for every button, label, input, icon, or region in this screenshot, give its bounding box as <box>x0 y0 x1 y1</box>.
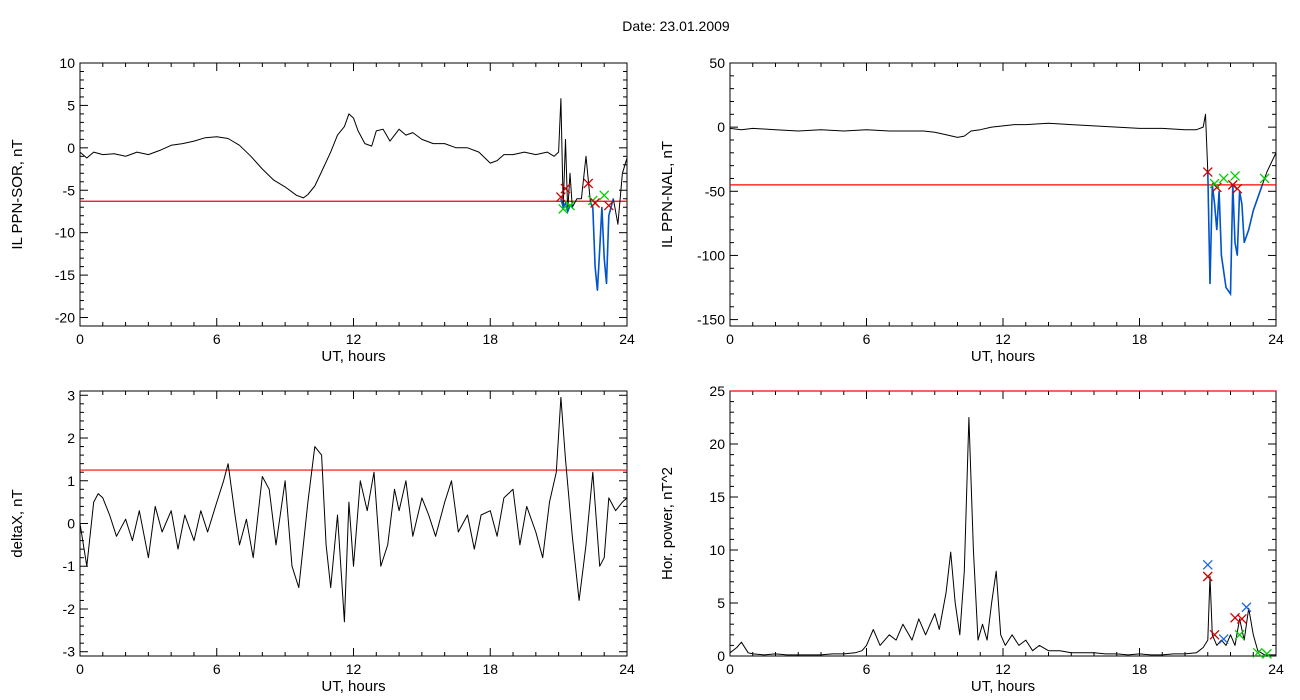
x-tick-label: 24 <box>619 331 635 347</box>
x-tick-label: 0 <box>76 661 84 677</box>
x-tick-label: 12 <box>346 661 362 677</box>
event-marker <box>1202 167 1213 178</box>
y-tick-label: -3 <box>63 644 76 660</box>
y-tick-label: 0 <box>717 119 725 135</box>
y-tick-label: 10 <box>709 542 725 558</box>
y-tick-label: -10 <box>55 225 75 241</box>
event-marker <box>1261 648 1272 659</box>
event-marker <box>590 198 601 208</box>
event-marker <box>1252 647 1263 658</box>
series-line <box>730 113 1276 295</box>
plot-frame <box>729 62 1277 327</box>
event-marker <box>583 178 594 189</box>
y-tick-label: 15 <box>709 489 725 505</box>
y-tick-label: -100 <box>697 247 725 263</box>
y-tick-label: -150 <box>697 312 725 328</box>
x-axis-label: UT, hours <box>971 678 1035 695</box>
y-tick-label: 2 <box>67 430 75 446</box>
x-tick-label: 18 <box>482 331 498 347</box>
event-marker <box>1209 178 1220 189</box>
x-tick-label: 0 <box>726 661 734 677</box>
y-tick-label: 1 <box>67 473 75 489</box>
x-tick-label: 12 <box>346 331 362 347</box>
y-axis-label: deltaX, nT <box>9 489 26 557</box>
x-tick-label: 18 <box>482 661 498 677</box>
x-axis-label: UT, hours <box>971 348 1035 365</box>
y-tick-label: 0 <box>717 648 725 664</box>
event-marker <box>1259 173 1270 184</box>
event-marker <box>565 200 575 211</box>
y-tick-label: 25 <box>709 383 725 399</box>
y-tick-label: -50 <box>705 183 725 199</box>
y-tick-label: 5 <box>717 595 725 611</box>
x-tick-label: 12 <box>995 661 1011 677</box>
y-tick-label: -1 <box>63 558 76 574</box>
x-axis-label: UT, hours <box>321 348 385 365</box>
event-marker <box>603 200 614 211</box>
x-tick-label: 18 <box>1132 331 1148 347</box>
y-tick-label: 0 <box>67 140 75 156</box>
chart-panel-nal: 0 6 12 18 24 -150 -100 -50 0 50 UT, hours IL PPN-NA… <box>659 55 1284 365</box>
y-tick-label: 0 <box>67 516 75 532</box>
x-tick-label: 24 <box>1268 661 1284 677</box>
plot-frame <box>79 390 628 657</box>
event-marker <box>1230 170 1241 181</box>
event-marker <box>1218 634 1229 644</box>
y-tick-label: 3 <box>67 387 75 403</box>
y-tick-label: -5 <box>63 182 76 198</box>
chart-panel-hpower: 0 6 12 18 24 0 5 10 15 20 25 UT, hours Hor. power, n… <box>659 383 1284 695</box>
event-marker <box>1202 559 1213 570</box>
y-tick-label: 5 <box>67 97 75 113</box>
y-axis-label: IL PPN-NAL, nT <box>659 141 676 248</box>
series-line <box>80 98 627 291</box>
event-marker <box>1241 602 1252 613</box>
x-tick-label: 0 <box>726 331 734 347</box>
x-tick-label: 24 <box>619 661 635 677</box>
x-axis-label: UT, hours <box>321 678 385 695</box>
plot-frame <box>79 62 628 327</box>
event-marker <box>1236 613 1247 624</box>
y-tick-label: 50 <box>709 55 725 71</box>
x-tick-label: 24 <box>1268 331 1284 347</box>
event-marker <box>560 183 571 194</box>
event-marker <box>1209 629 1220 640</box>
x-tick-label: 18 <box>1132 661 1148 677</box>
y-tick-label: -15 <box>55 267 75 283</box>
event-marker <box>599 190 610 201</box>
chart-panel-sor: 0 6 12 18 24 -20 -15 -10 -5 0 5 10 UT, hours IL PPN-S… <box>9 55 635 365</box>
event-marker <box>1234 629 1245 640</box>
x-tick-label: 6 <box>213 661 221 677</box>
event-marker <box>1232 183 1243 194</box>
y-axis-label: IL PPN-SOR, nT <box>9 139 26 249</box>
y-tick-label: -2 <box>63 601 76 617</box>
y-tick-label: 20 <box>709 436 725 452</box>
event-marker <box>1218 173 1229 184</box>
event-marker <box>558 203 569 214</box>
x-tick-label: 6 <box>863 331 871 347</box>
page-title: Date: 23.01.2009 <box>622 18 730 34</box>
event-marker <box>1202 571 1213 582</box>
event-segment <box>589 198 615 291</box>
x-tick-label: 6 <box>213 331 221 347</box>
plot-frame <box>729 390 1277 657</box>
x-tick-label: 0 <box>76 331 84 347</box>
y-tick-label: 10 <box>59 55 75 71</box>
series-line <box>80 396 627 623</box>
event-marker <box>555 192 566 203</box>
series-line <box>730 417 1276 656</box>
x-tick-label: 6 <box>863 661 871 677</box>
y-axis-label: Hor. power, nT^2 <box>659 467 676 580</box>
x-tick-label: 12 <box>995 331 1011 347</box>
y-tick-label: -20 <box>55 310 75 326</box>
